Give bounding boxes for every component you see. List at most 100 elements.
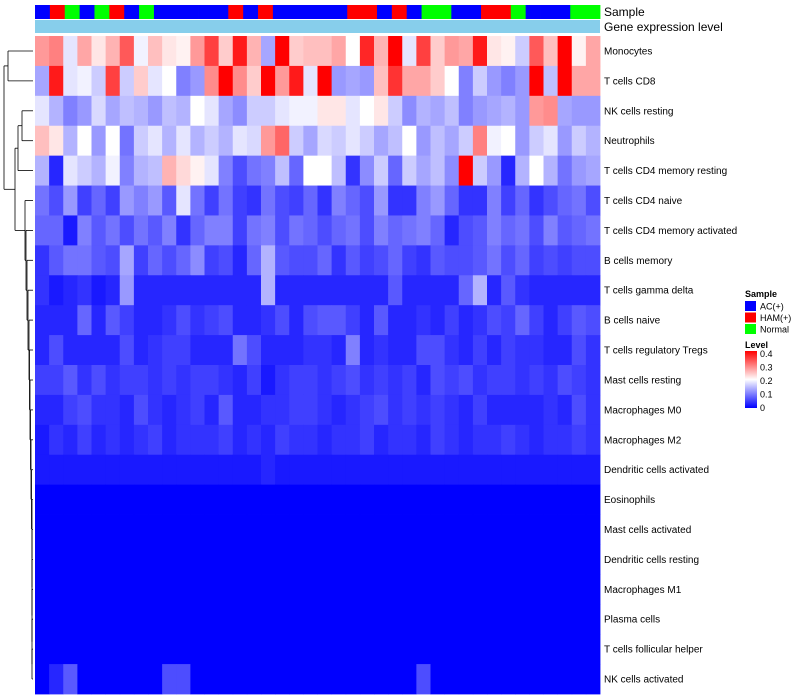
heatmap-cell xyxy=(388,125,403,157)
heatmap-cell xyxy=(501,484,516,515)
heatmap-cell xyxy=(190,574,205,605)
heatmap-cell xyxy=(571,544,587,575)
heatmap-cell xyxy=(289,604,304,635)
heatmap-cell xyxy=(487,604,502,635)
heatmap-cell xyxy=(218,275,234,306)
heatmap-cell xyxy=(374,544,389,575)
heatmap-cell xyxy=(49,634,64,665)
heatmap-cell xyxy=(63,574,78,605)
heatmap-cell xyxy=(148,335,163,366)
heatmap-cell xyxy=(359,454,375,486)
heatmap-cell xyxy=(487,125,502,157)
heatmap-cell xyxy=(162,544,177,575)
heatmap-cell xyxy=(416,365,431,396)
heatmap-cell xyxy=(444,634,460,665)
heatmap-cell xyxy=(275,36,290,67)
heatmap-cell xyxy=(388,574,403,605)
heatmap-cell xyxy=(261,484,276,515)
legend-swatch-normal xyxy=(745,324,756,334)
heatmap-cell xyxy=(162,454,177,486)
heatmap-cell xyxy=(49,454,64,486)
heatmap-cell xyxy=(472,604,488,635)
heatmap-cell xyxy=(402,514,417,545)
heatmap-cell xyxy=(317,65,333,97)
heatmap-cell xyxy=(472,544,488,575)
heatmap-cell xyxy=(472,365,488,396)
heatmap-cell xyxy=(543,454,559,486)
heatmap-cell xyxy=(63,95,78,127)
heatmap-cell xyxy=(91,335,107,366)
heatmap-cell xyxy=(402,65,417,97)
heatmap-cell xyxy=(430,514,446,545)
heatmap-cell xyxy=(190,514,205,545)
heatmap-cell xyxy=(49,95,64,127)
heatmap-cell xyxy=(345,155,361,186)
heatmap-cell xyxy=(275,484,290,515)
row-labels: Monocytes T cells CD8 NK cells resting Neut… xyxy=(604,47,737,686)
heatmap-cell xyxy=(303,424,318,456)
sample-annotation-cell xyxy=(510,5,527,19)
heatmap-cell xyxy=(63,604,78,635)
heatmap-cell xyxy=(133,125,149,157)
heatmap-cell xyxy=(204,574,220,605)
heatmap-cell xyxy=(501,574,516,605)
heatmap-cell xyxy=(232,215,248,246)
heatmap-cell xyxy=(501,365,516,396)
heatmap-cell xyxy=(133,664,149,695)
heatmap-cell xyxy=(133,275,149,306)
heatmap-cell xyxy=(176,394,191,426)
heatmap-cell xyxy=(133,424,149,456)
heatmap-cell xyxy=(571,634,587,665)
heatmap-cell xyxy=(261,604,276,635)
heatmap-cell xyxy=(430,664,446,695)
heatmap-cell xyxy=(275,95,290,127)
heatmap-cell xyxy=(487,95,502,127)
heatmap-cell xyxy=(35,394,50,426)
heatmap-cell xyxy=(289,454,304,486)
heatmap-cell xyxy=(204,394,220,426)
heatmap-cell xyxy=(275,424,290,456)
heatmap-cell xyxy=(261,36,276,67)
heatmap-cell xyxy=(444,394,460,426)
heatmap-cell xyxy=(571,664,587,695)
heatmap-cell xyxy=(388,185,403,216)
row-label: T cells CD4 memory activated xyxy=(604,226,737,237)
heatmap-cell xyxy=(162,185,177,216)
heatmap-cell xyxy=(77,514,92,545)
heatmap-cell xyxy=(359,544,375,575)
heatmap-cell xyxy=(190,125,205,157)
heatmap-cell xyxy=(162,275,177,306)
heatmap-cell xyxy=(105,424,121,456)
sample-annotation-cell xyxy=(495,5,512,19)
heatmap-cell xyxy=(77,275,92,306)
sample-annotation-cell xyxy=(466,5,482,19)
heatmap-cell xyxy=(416,394,431,426)
heatmap-cell xyxy=(303,544,318,575)
heatmap-cell xyxy=(515,65,530,97)
heatmap-cell xyxy=(529,125,544,157)
sample-annotation-cell xyxy=(362,5,378,19)
heatmap-cell xyxy=(359,36,375,67)
legend-tick-label: 0 xyxy=(760,403,765,413)
heatmap-cell xyxy=(359,215,375,246)
heatmap-cell xyxy=(49,574,64,605)
heatmap-cell xyxy=(218,454,234,486)
heatmap-cell xyxy=(557,125,573,157)
heatmap-cell xyxy=(317,664,333,695)
heatmap-cell xyxy=(63,185,78,216)
heatmap-cell xyxy=(275,394,290,426)
heatmap-cell xyxy=(176,664,191,695)
heatmap-cell xyxy=(402,664,417,695)
heatmap-cell xyxy=(261,155,276,186)
heatmap-cell xyxy=(374,65,389,97)
sample-annotation-cell xyxy=(153,5,170,19)
heatmap-cell xyxy=(444,365,460,396)
heatmap-cell xyxy=(359,95,375,127)
heatmap-cell xyxy=(359,365,375,396)
heatmap-cell xyxy=(261,394,276,426)
heatmap-cell xyxy=(162,305,177,336)
legend: Sample AC(+)HAM(+) Normal Level 0.4 0.3 0.2… xyxy=(745,289,791,413)
heatmap-cell xyxy=(416,544,431,575)
sample-annotation-cell xyxy=(183,5,199,19)
heatmap-cell xyxy=(204,604,220,635)
